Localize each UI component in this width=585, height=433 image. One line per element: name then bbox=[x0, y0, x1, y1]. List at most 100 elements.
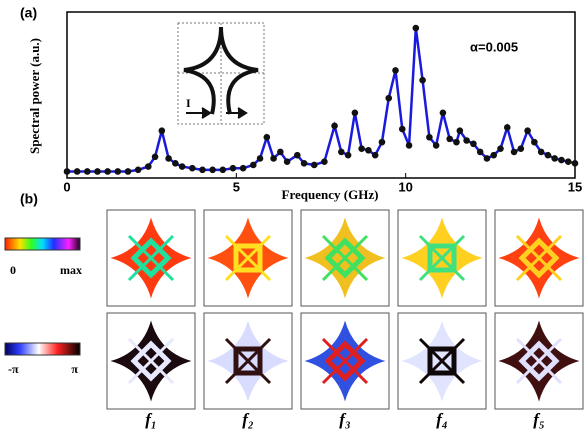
marker bbox=[256, 155, 264, 162]
marker bbox=[497, 145, 504, 152]
marker bbox=[104, 168, 111, 175]
marker bbox=[446, 135, 453, 143]
marker bbox=[165, 155, 172, 162]
colorbar-min: -π bbox=[8, 362, 19, 376]
marker bbox=[158, 127, 166, 135]
marker bbox=[338, 148, 345, 156]
marker bbox=[263, 133, 271, 141]
marker bbox=[114, 168, 122, 175]
marker bbox=[439, 109, 447, 117]
marker bbox=[219, 166, 227, 174]
marker bbox=[283, 158, 291, 165]
map-feature bbox=[233, 346, 263, 376]
panel-label: (a) bbox=[20, 5, 37, 21]
x-axis-label: Frequency (GHz) bbox=[282, 187, 379, 202]
mode-maps: f₁ f₂ f₃ f₄ f₅ bbox=[106, 209, 584, 429]
marker bbox=[310, 161, 318, 169]
map-feature bbox=[427, 243, 457, 273]
marker bbox=[564, 158, 572, 165]
x-tick-label: 0 bbox=[63, 179, 70, 194]
map-feature bbox=[427, 346, 457, 376]
marker bbox=[351, 109, 359, 117]
colorbar-min: 0 bbox=[10, 263, 16, 277]
marker bbox=[456, 127, 464, 135]
y-axis-label: Spectral power (a.u.) bbox=[27, 38, 42, 154]
marker bbox=[293, 151, 301, 159]
marker bbox=[249, 161, 257, 169]
annotation: α=0.005 bbox=[470, 39, 518, 54]
marker bbox=[358, 145, 365, 152]
marker bbox=[544, 151, 552, 159]
marker bbox=[517, 145, 525, 152]
mode-label: f₄ bbox=[436, 410, 448, 429]
mode-label: f₃ bbox=[339, 410, 351, 429]
marker bbox=[412, 24, 420, 32]
marker bbox=[537, 148, 545, 156]
marker bbox=[419, 76, 426, 84]
map-feature bbox=[224, 234, 272, 282]
marker bbox=[371, 151, 379, 159]
marker bbox=[277, 148, 284, 156]
x-tick-label: 15 bbox=[568, 179, 582, 194]
marker bbox=[551, 155, 558, 162]
marker bbox=[239, 164, 247, 172]
marker bbox=[321, 158, 328, 165]
map-feature bbox=[418, 337, 466, 385]
map-feature bbox=[224, 337, 272, 385]
mode-label: f₅ bbox=[533, 410, 545, 429]
marker bbox=[378, 138, 386, 146]
map-feature bbox=[515, 234, 563, 282]
map-feature bbox=[233, 243, 263, 273]
marker bbox=[571, 160, 579, 167]
marker bbox=[453, 138, 460, 146]
marker bbox=[300, 160, 308, 167]
marker bbox=[426, 133, 433, 141]
marker bbox=[63, 168, 71, 175]
marker bbox=[432, 142, 440, 149]
marker bbox=[503, 124, 511, 131]
marker bbox=[270, 155, 277, 162]
marker bbox=[463, 137, 470, 144]
marker bbox=[524, 127, 531, 135]
marker bbox=[124, 168, 132, 175]
panel-label: (b) bbox=[20, 191, 38, 207]
marker bbox=[73, 168, 81, 175]
marker bbox=[405, 142, 413, 149]
marker bbox=[490, 151, 498, 159]
marker bbox=[84, 168, 91, 175]
marker bbox=[392, 67, 399, 74]
marker bbox=[558, 156, 565, 164]
marker bbox=[483, 155, 491, 162]
marker bbox=[510, 148, 518, 156]
x-tick-label: 5 bbox=[233, 179, 240, 194]
marker bbox=[199, 166, 206, 174]
colorbar-max: π bbox=[71, 362, 78, 376]
colorbars: 0 max -π π bbox=[4, 237, 82, 376]
marker bbox=[365, 146, 372, 154]
marker bbox=[178, 163, 186, 170]
marker bbox=[229, 164, 237, 172]
marker bbox=[144, 163, 152, 170]
inset: I bbox=[177, 22, 265, 125]
mode-label: f₁ bbox=[145, 410, 157, 429]
map-feature bbox=[321, 337, 369, 385]
map-feature bbox=[321, 234, 369, 282]
inset-label: I bbox=[186, 96, 191, 110]
map-feature bbox=[515, 337, 563, 385]
marker bbox=[344, 151, 352, 159]
marker bbox=[209, 166, 216, 174]
plot-frame bbox=[66, 11, 576, 179]
marker bbox=[398, 125, 406, 133]
marker bbox=[172, 160, 179, 167]
marker bbox=[476, 148, 484, 156]
map-feature bbox=[127, 337, 175, 385]
mode-label: f₂ bbox=[242, 410, 254, 429]
marker bbox=[385, 94, 393, 102]
map-feature bbox=[127, 234, 175, 282]
marker bbox=[470, 140, 477, 148]
colorbar-max: max bbox=[60, 263, 82, 277]
map-feature bbox=[418, 234, 466, 282]
marker bbox=[189, 164, 196, 172]
marker bbox=[134, 166, 142, 174]
